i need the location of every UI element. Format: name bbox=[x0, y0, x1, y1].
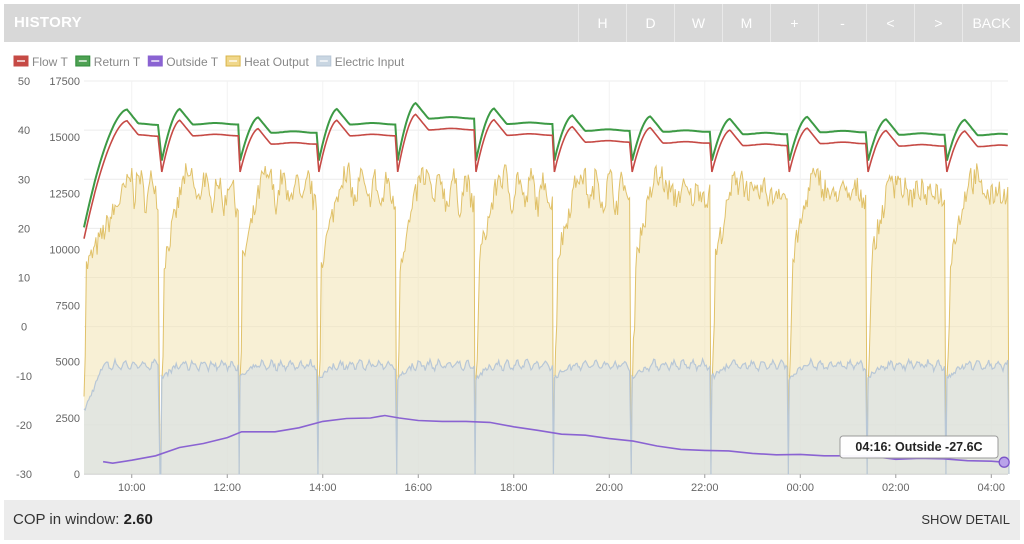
y-axis-left-tick-label: 0 bbox=[21, 322, 27, 334]
legend-label: Return T bbox=[94, 55, 141, 69]
series-electric-input-line bbox=[83, 356, 1010, 475]
page-title: HISTORY bbox=[14, 14, 82, 31]
cop-label: COP in window: bbox=[13, 511, 120, 528]
history-chart-svg: 50 40 30 20 10 0 -10 -20 -30 17500 15000 12500 10000… bbox=[13, 55, 1010, 494]
time-nav: H D W M + - < > BACK bbox=[578, 4, 1020, 42]
day-button[interactable]: D bbox=[626, 4, 674, 42]
legend-label: Electric Input bbox=[335, 55, 405, 69]
y-axis-left-tick-label: 50 bbox=[18, 76, 30, 88]
x-axis-tick-label: 22:00 bbox=[691, 482, 719, 494]
x-axis-tick-label: 14:00 bbox=[309, 482, 337, 494]
legend-label: Flow T bbox=[32, 55, 68, 69]
x-axis-tick-label: 02:00 bbox=[882, 482, 910, 494]
y-axis-right-tick-label: 7500 bbox=[56, 301, 80, 313]
y-axis-left-tick-label: -20 bbox=[16, 420, 32, 432]
y-axis-right-tick-label: 5000 bbox=[56, 357, 80, 369]
y-axis-left-tick-label: 20 bbox=[18, 223, 30, 235]
show-detail-button[interactable]: SHOW DETAIL bbox=[921, 512, 1010, 527]
outside-t-marker bbox=[998, 456, 1010, 468]
x-axis-tick-label: 16:00 bbox=[404, 482, 432, 494]
pan-left-button[interactable]: < bbox=[866, 4, 914, 42]
y-axis-left-tick-label: 10 bbox=[18, 273, 30, 285]
cop-readout: COP in window: 2.60 bbox=[13, 500, 153, 540]
tooltip-box bbox=[839, 435, 999, 459]
zoom-out-button[interactable]: - bbox=[818, 4, 866, 42]
y-axis-right-tick-label: 12500 bbox=[49, 188, 80, 200]
back-button[interactable]: BACK bbox=[962, 4, 1020, 42]
footer-bar: COP in window: 2.60 SHOW DETAIL bbox=[4, 500, 1020, 540]
tooltip-text: 04:16: Outside -27.6C bbox=[855, 440, 982, 454]
y-axis-left-tick-label: -10 bbox=[16, 371, 32, 383]
x-axis-tick-label: 20:00 bbox=[596, 482, 624, 494]
zoom-in-button[interactable]: + bbox=[770, 4, 818, 42]
week-button[interactable]: W bbox=[674, 4, 722, 42]
x-axis-tick-label: 12:00 bbox=[213, 482, 241, 494]
pan-right-button[interactable]: > bbox=[914, 4, 962, 42]
series-return-t-line bbox=[83, 101, 1008, 228]
x-axis-tick-label: 18:00 bbox=[500, 482, 528, 494]
legend-label: Heat Output bbox=[244, 55, 309, 69]
y-axis-right-tick-label: 0 bbox=[74, 469, 80, 481]
y-axis-right-tick-label: 17500 bbox=[49, 76, 80, 88]
y-axis-left-tick-label: -30 bbox=[16, 469, 32, 481]
series-electric-input-area bbox=[84, 359, 1009, 474]
series-flow-t-line bbox=[83, 113, 1008, 239]
y-axis-right-tick-label: 2500 bbox=[56, 413, 80, 425]
y-axis-left-tick-label: 40 bbox=[18, 125, 30, 137]
header-bar: HISTORY H D W M + - < > BACK bbox=[4, 4, 1020, 42]
x-axis-tick-label: 04:00 bbox=[978, 482, 1006, 494]
hour-button[interactable]: H bbox=[578, 4, 626, 42]
y-axis-right-tick-label: 15000 bbox=[49, 132, 80, 144]
history-chart: 50 40 30 20 10 0 -10 -20 -30 17500 15000 12500 10000… bbox=[4, 44, 1020, 500]
legend-label: Outside T bbox=[166, 55, 218, 69]
y-axis-left-tick-label: 30 bbox=[18, 174, 30, 186]
month-button[interactable]: M bbox=[722, 4, 770, 42]
x-axis-tick-label: 10:00 bbox=[118, 482, 146, 494]
cop-value: 2.60 bbox=[123, 511, 153, 528]
x-axis-tick-label: 00:00 bbox=[787, 482, 815, 494]
y-axis-right-tick-label: 10000 bbox=[49, 244, 80, 256]
